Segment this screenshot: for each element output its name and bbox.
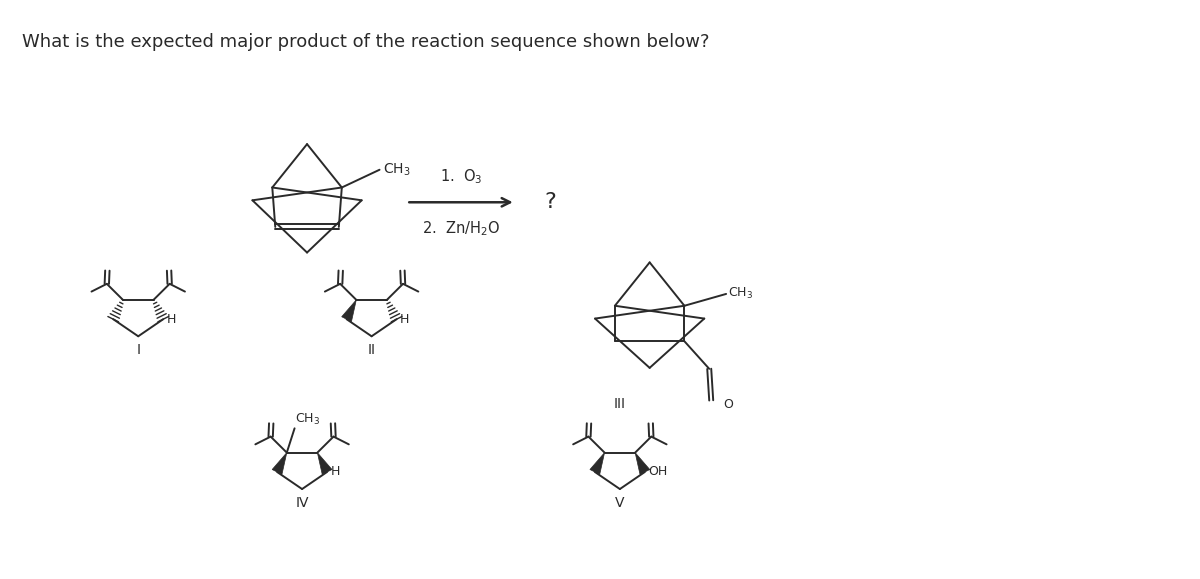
Text: OH: OH xyxy=(648,466,667,478)
Text: 1.  O$_3$: 1. O$_3$ xyxy=(439,167,482,185)
Text: CH$_3$: CH$_3$ xyxy=(728,287,754,302)
Text: What is the expected major product of the reaction sequence shown below?: What is the expected major product of th… xyxy=(22,33,709,51)
Text: H: H xyxy=(400,313,409,325)
Text: H: H xyxy=(330,466,340,478)
Text: 2.  Zn/H$_2$O: 2. Zn/H$_2$O xyxy=(422,219,500,238)
Text: V: V xyxy=(616,496,625,510)
Polygon shape xyxy=(317,453,332,474)
Text: IV: IV xyxy=(295,496,308,510)
Text: CH$_3$: CH$_3$ xyxy=(295,412,320,427)
Polygon shape xyxy=(635,453,649,474)
Text: CH$_3$: CH$_3$ xyxy=(383,162,410,178)
Text: O: O xyxy=(724,398,733,411)
Text: H: H xyxy=(167,313,176,325)
Text: II: II xyxy=(367,343,376,357)
Text: III: III xyxy=(614,397,626,412)
Text: ?: ? xyxy=(545,192,557,212)
Polygon shape xyxy=(590,453,605,474)
Text: I: I xyxy=(137,343,140,357)
Polygon shape xyxy=(342,300,356,321)
Polygon shape xyxy=(272,453,287,474)
